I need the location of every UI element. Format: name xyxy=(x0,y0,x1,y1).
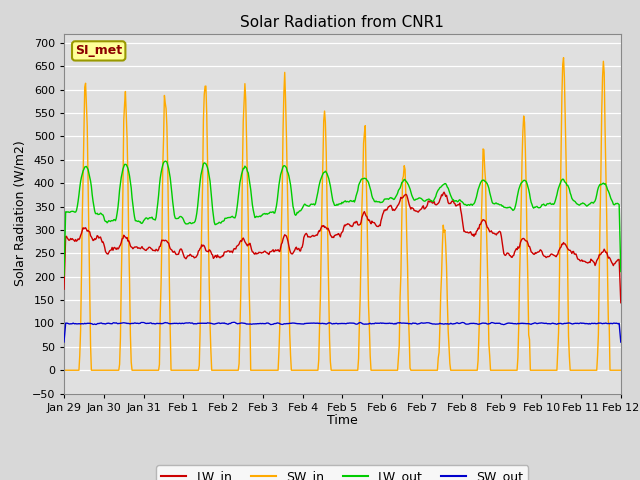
LW_in xyxy=(566,247,573,253)
LW_out xyxy=(60,273,68,278)
SW_in xyxy=(60,367,68,373)
Line: SW_out: SW_out xyxy=(64,322,621,342)
LW_in xyxy=(440,189,448,195)
LW_in xyxy=(150,248,158,253)
LW_in xyxy=(242,240,250,246)
LW_out xyxy=(161,158,169,164)
Line: LW_out: LW_out xyxy=(64,161,621,276)
SW_out xyxy=(60,339,68,345)
SW_in xyxy=(560,55,568,60)
SW_out xyxy=(530,321,538,326)
LW_in xyxy=(530,252,538,257)
LW_in xyxy=(209,252,216,258)
LW_out xyxy=(209,213,217,218)
LW_out xyxy=(530,205,538,211)
X-axis label: Time: Time xyxy=(327,414,358,427)
LW_out xyxy=(617,269,625,275)
SW_out xyxy=(230,319,238,325)
SW_out xyxy=(566,320,573,326)
Text: SI_met: SI_met xyxy=(75,44,122,58)
SW_in xyxy=(566,354,573,360)
Line: LW_in: LW_in xyxy=(64,192,621,303)
Y-axis label: Solar Radiation (W/m2): Solar Radiation (W/m2) xyxy=(13,141,26,287)
SW_out xyxy=(617,339,625,345)
LW_out xyxy=(243,165,250,171)
SW_out xyxy=(150,321,158,327)
SW_in xyxy=(209,367,216,373)
SW_in xyxy=(617,367,625,373)
SW_in xyxy=(150,367,158,373)
SW_out xyxy=(209,321,216,326)
Legend: LW_in, SW_in, LW_out, SW_out: LW_in, SW_in, LW_out, SW_out xyxy=(156,465,529,480)
SW_out xyxy=(76,321,84,327)
SW_in xyxy=(76,352,84,358)
LW_out xyxy=(150,216,158,222)
SW_out xyxy=(243,321,250,327)
LW_in xyxy=(617,300,625,306)
SW_in xyxy=(242,97,250,103)
LW_in xyxy=(76,235,84,241)
LW_out xyxy=(76,185,84,191)
SW_in xyxy=(529,367,537,373)
Line: SW_in: SW_in xyxy=(64,58,621,370)
LW_in xyxy=(60,286,68,292)
Title: Solar Radiation from CNR1: Solar Radiation from CNR1 xyxy=(241,15,444,30)
LW_out xyxy=(566,186,573,192)
